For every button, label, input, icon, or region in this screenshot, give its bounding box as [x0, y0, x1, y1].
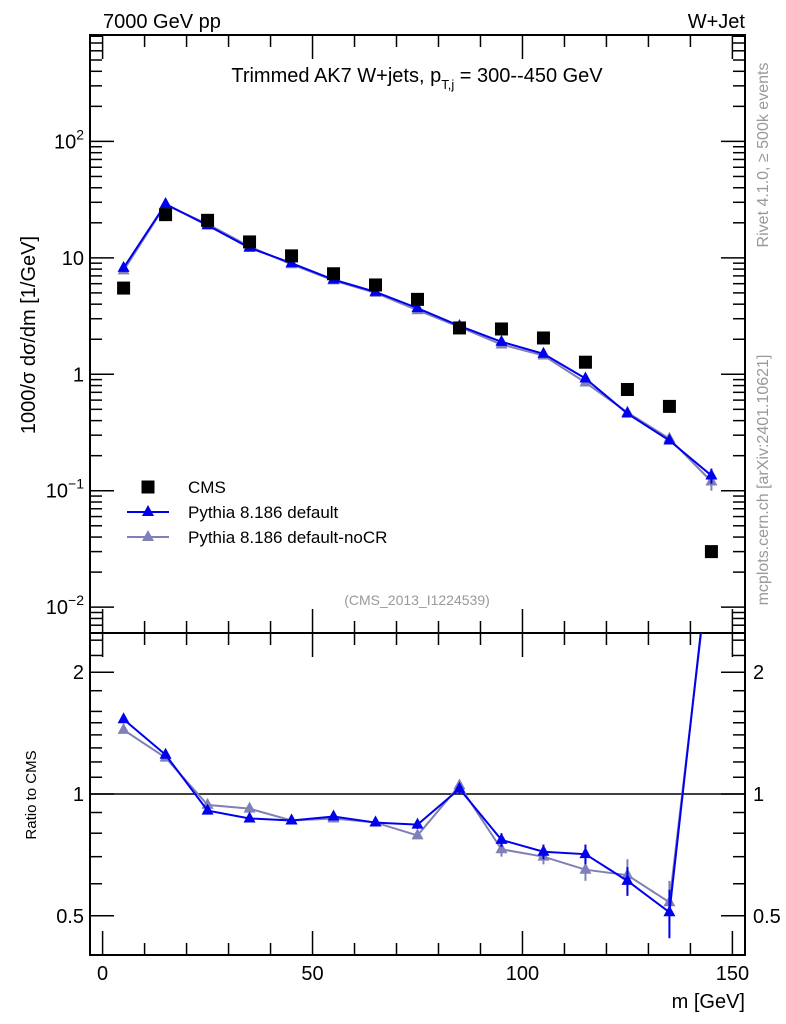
x-tick-label: 150: [716, 963, 749, 985]
rivet-label: Rivet 4.1.0, ≥ 500k events: [755, 63, 772, 248]
cms-data-point: [704, 545, 718, 559]
cms-data-point: [662, 399, 676, 413]
cms-data-point: [452, 321, 466, 335]
ratio-y-tick-label-right: 1: [753, 784, 764, 806]
y-tick-base: 10: [54, 131, 76, 153]
y-tick-label: 1: [73, 364, 84, 386]
ratio-point: [663, 905, 676, 917]
ratio-point: [285, 813, 298, 825]
y-tick-base: 10: [46, 481, 68, 503]
ratio-y-tick-label-right: 0.5: [753, 906, 781, 928]
ratio-point: [411, 817, 424, 829]
cms-data-point: [369, 278, 383, 292]
y-tick-label: 102: [54, 126, 84, 153]
legend: CMS Pythia 8.186 default Pythia 8.186 defa…: [127, 478, 387, 547]
y-tick-exp: −2: [68, 592, 84, 608]
y-tick-exp: −1: [68, 476, 84, 492]
y-tick-label: 10−2: [46, 592, 84, 619]
ratio-point: [453, 781, 466, 793]
data-point: [705, 468, 718, 480]
xlabel: m [GeV]: [672, 991, 745, 1013]
cms-data-point: [411, 292, 424, 306]
cms-data-point: [159, 208, 173, 222]
y-tick-base: 10: [62, 248, 84, 270]
legend-marker: [142, 505, 154, 516]
ratio-point: [369, 815, 382, 827]
data-point: [117, 260, 130, 272]
cms-data-point: [578, 355, 592, 369]
ratio-point: [495, 832, 508, 844]
series-line-1: [122, 202, 713, 477]
y-tick-exp: 2: [76, 126, 84, 142]
x-tick-label: 100: [506, 963, 539, 985]
ratio-y-tick-label: 1: [73, 784, 84, 806]
ratio-point: [579, 847, 592, 859]
analysis-label: (CMS_2013_I1224539): [344, 592, 490, 608]
legend-marker-cms: [141, 480, 155, 494]
cms-data-point: [620, 383, 634, 397]
cms-data-point: [243, 235, 257, 249]
cms-data-point: [201, 213, 215, 227]
ratio-panel: 0 50 100 150 2 2 1 1 0.5 0.5: [56, 632, 781, 985]
legend-label: CMS: [188, 478, 226, 497]
header-left: 7000 GeV pp: [103, 11, 221, 33]
cms-data-point: [327, 267, 341, 281]
cms-data-point: [285, 249, 299, 263]
cms-data-point: [494, 322, 508, 336]
data-point: [663, 433, 676, 445]
data-point: [495, 334, 508, 346]
ratio-ylabel: Ratio to CMS: [23, 750, 40, 839]
ratio-y-tick-label: 2: [73, 662, 84, 684]
main-ylabel: 1000/σ dσ/dm [1/GeV]: [18, 236, 40, 434]
data-point: [411, 301, 424, 313]
ratio-point: [243, 801, 256, 813]
ratio-point: [117, 722, 130, 734]
data-point: [621, 406, 634, 418]
ratio-point: [495, 842, 508, 854]
ratio-point: [537, 844, 550, 856]
y-tick-base: 10: [46, 597, 68, 619]
cms-data-point: [536, 331, 550, 345]
header-right: W+Jet: [688, 11, 746, 33]
data-point: [537, 346, 550, 358]
y-tick-base: 1: [73, 364, 84, 386]
ratio-point: [243, 811, 256, 823]
x-tick-label: 50: [301, 963, 323, 985]
ratio-point: [201, 803, 214, 815]
data-point: [159, 197, 172, 209]
ratio-point: [117, 712, 130, 724]
ratio-point: [327, 809, 340, 821]
chart-title: Trimmed AK7 W+jets, pT,j = 300--450 GeV: [231, 65, 603, 92]
x-tick-label: 0: [97, 963, 108, 985]
ratio-y-tick-label: 0.5: [56, 906, 84, 928]
data-point: [579, 371, 592, 383]
ratio-point: [159, 747, 172, 759]
y-tick-label: 10−1: [46, 476, 84, 503]
legend-marker: [142, 530, 154, 541]
y-tick-label: 10: [62, 248, 84, 270]
mcplots-label: mcplots.cern.ch [arXiv:2401.10621]: [755, 355, 772, 606]
series-line-2: [122, 203, 713, 483]
ratio-point: [411, 828, 424, 840]
cms-data-point: [117, 281, 131, 295]
legend-label: Pythia 8.186 default: [188, 503, 339, 522]
ratio-point: [579, 862, 592, 874]
ratio-y-tick-label-right: 2: [753, 662, 764, 684]
legend-label: Pythia 8.186 default-noCR: [188, 528, 387, 547]
ratio-point: [621, 873, 634, 885]
